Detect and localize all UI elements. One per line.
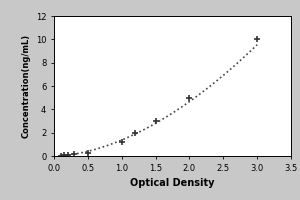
Y-axis label: Concentration(ng/mL): Concentration(ng/mL) <box>21 34 30 138</box>
X-axis label: Optical Density: Optical Density <box>130 178 215 188</box>
